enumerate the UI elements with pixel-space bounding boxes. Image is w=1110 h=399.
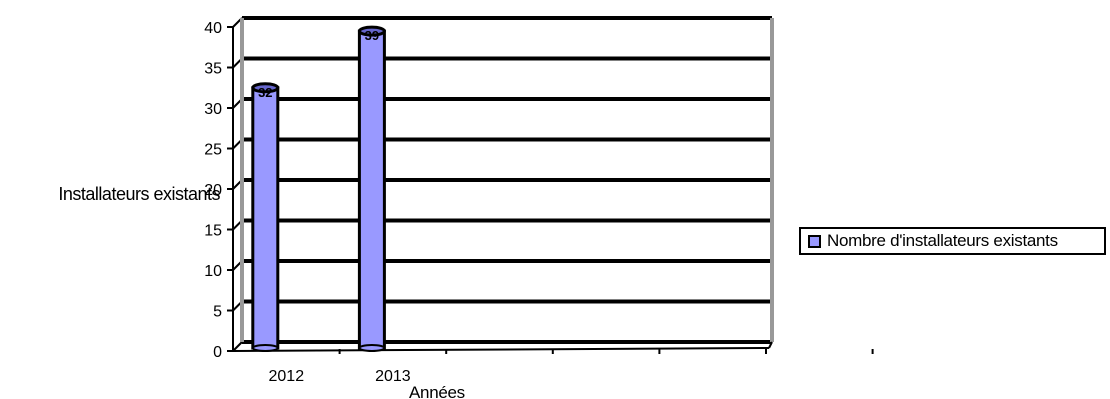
bar-cap	[251, 82, 280, 94]
gridlines	[232, 16, 772, 352]
x-axis-line	[232, 347, 770, 352]
x-tick-label: 2013	[375, 368, 411, 385]
legend-swatch	[808, 234, 821, 248]
y-tick-label: 20	[204, 182, 222, 199]
bar-cap	[357, 25, 386, 37]
legend-label: Nombre d'installateurs existants	[827, 231, 1058, 250]
floor-right-edge	[768, 341, 773, 349]
axes	[227, 18, 874, 354]
y-tick-label: 30	[204, 101, 222, 118]
y-tick-labels: 0 5 10 15 20 25 30 35 40	[204, 20, 222, 361]
data-label: 32	[258, 85, 272, 100]
y-axis-title: Installateurs existants	[58, 184, 220, 204]
side-wall-gridline	[232, 341, 243, 352]
data-labels: 32 39	[258, 28, 379, 100]
y-tick-label: 35	[204, 61, 222, 78]
bars	[251, 25, 386, 352]
bar-base	[358, 344, 386, 352]
bar-body	[251, 86, 280, 350]
x-tick-labels: 2012 2013	[269, 368, 411, 385]
legend: Nombre d'installateurs existants	[799, 227, 1106, 255]
bar	[357, 25, 386, 352]
y-tick-label: 25	[204, 142, 222, 159]
y-tick-label: 15	[204, 223, 222, 240]
bar-base	[251, 344, 279, 352]
y-tick-label: 10	[204, 263, 222, 280]
x-axis-title: Années	[409, 383, 465, 399]
x-tick-label: 2012	[269, 368, 305, 385]
y-tick-label: 40	[204, 20, 222, 37]
bar	[251, 82, 280, 352]
y-tick-label: 0	[213, 344, 222, 361]
data-label: 39	[365, 28, 379, 43]
y-tick-label: 5	[213, 304, 222, 321]
bar-body	[357, 29, 386, 350]
